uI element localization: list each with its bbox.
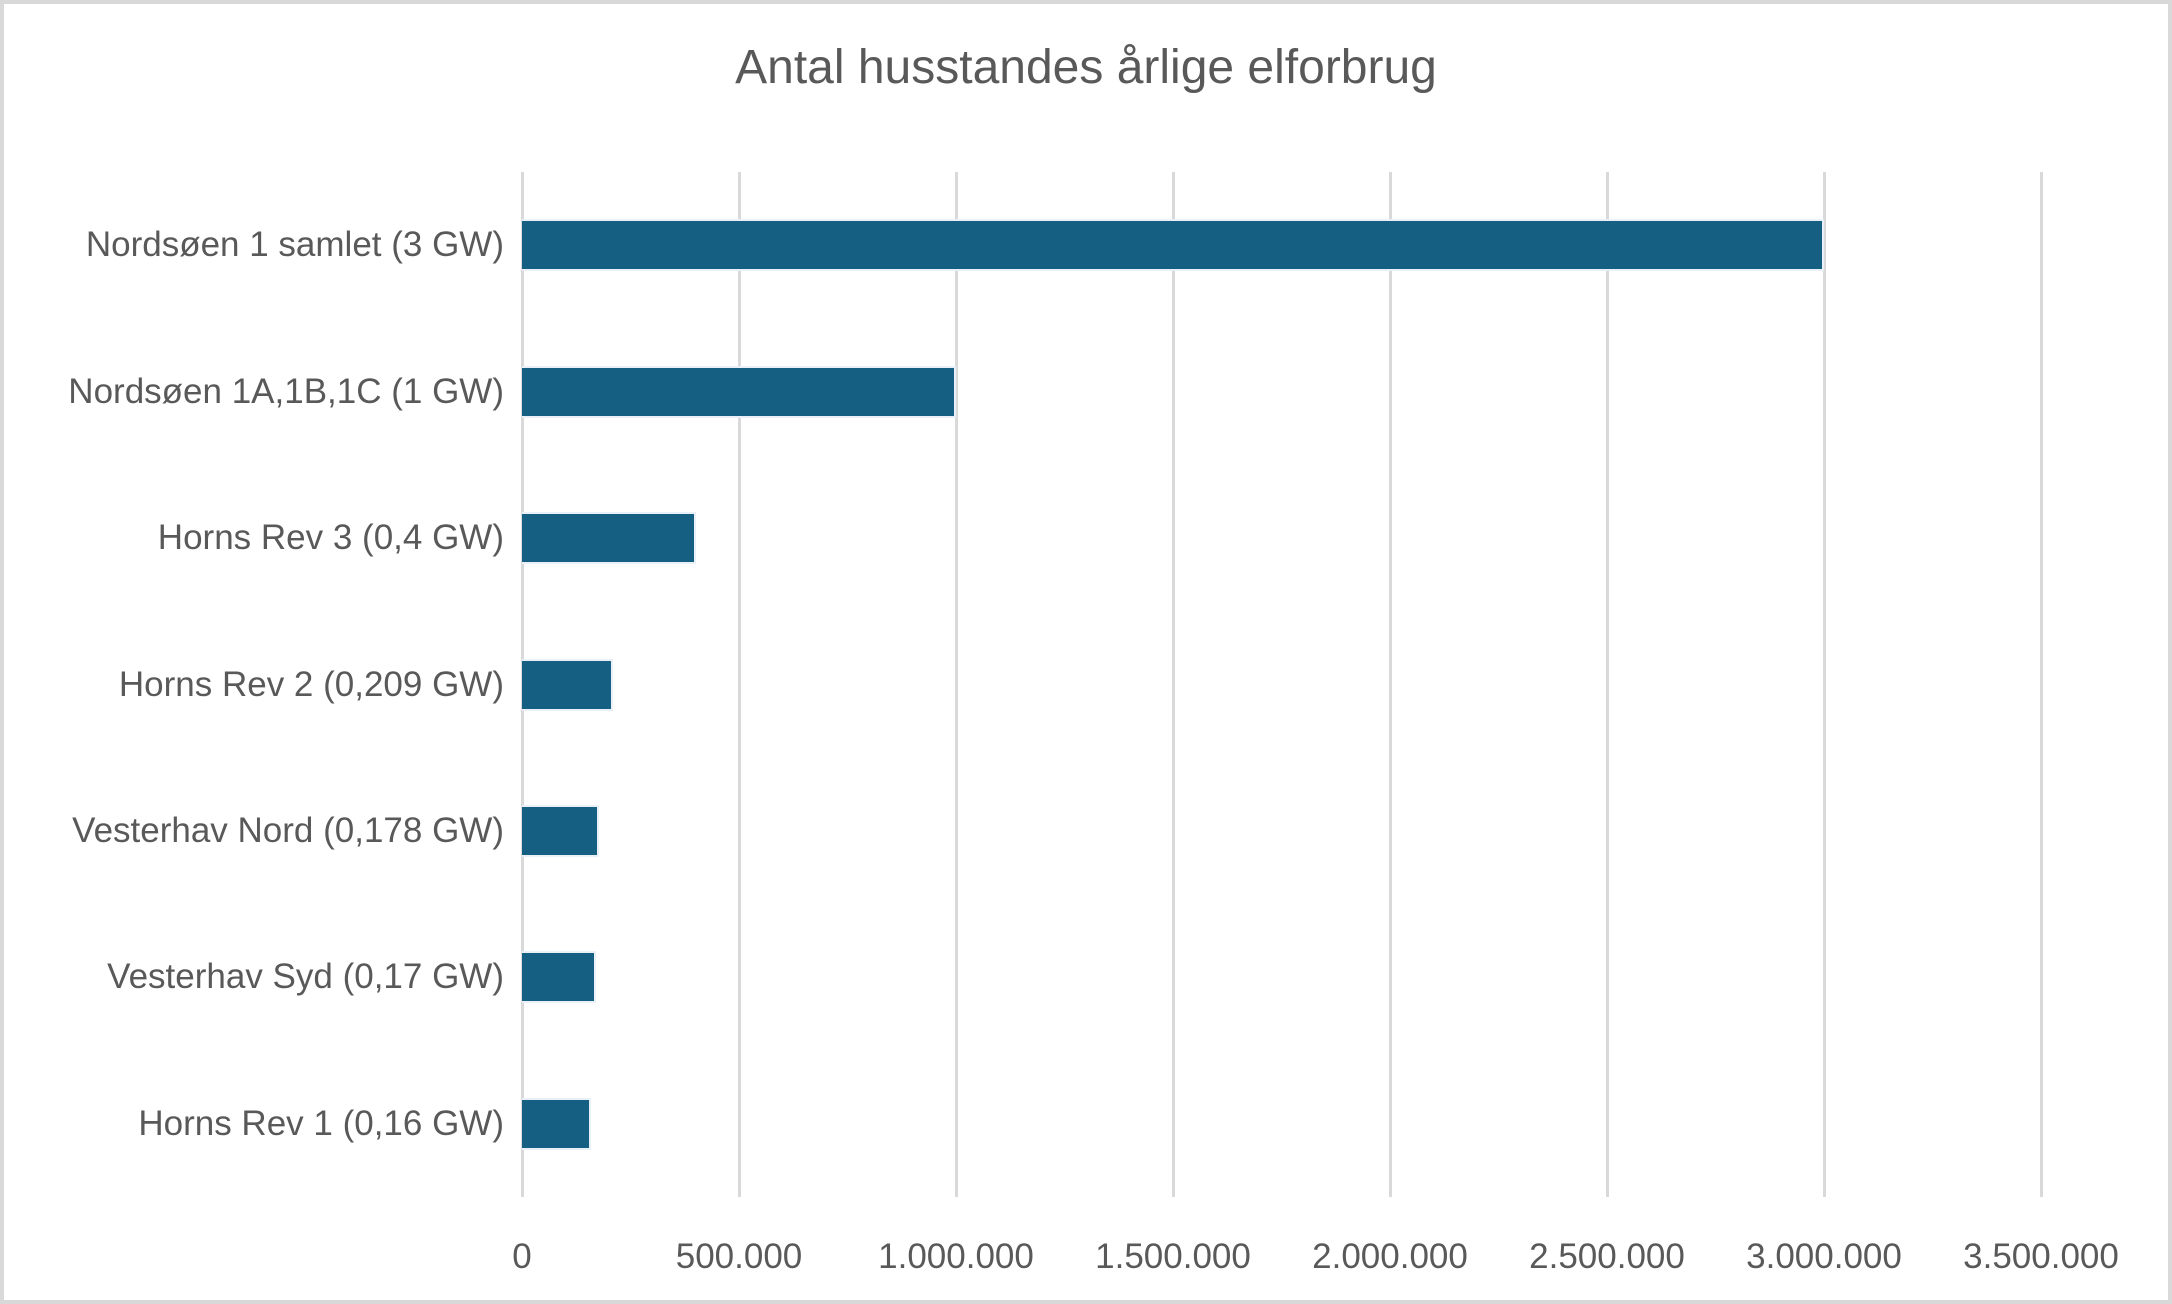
x-tick-label: 0 bbox=[512, 1237, 532, 1276]
chart-title: Antal husstandes årlige elforbrug bbox=[735, 41, 1437, 94]
bar bbox=[522, 512, 696, 565]
x-tick-label: 3.000.000 bbox=[1746, 1237, 1902, 1276]
x-tick-label: 3.500.000 bbox=[1963, 1237, 2119, 1276]
gridline bbox=[954, 172, 958, 1197]
bar bbox=[522, 365, 956, 418]
bar bbox=[522, 1097, 592, 1150]
gridline bbox=[1171, 172, 1175, 1197]
gridline bbox=[737, 172, 741, 1197]
x-tick-label: 2.500.000 bbox=[1529, 1237, 1685, 1276]
bar bbox=[522, 658, 613, 711]
category-label: Horns Rev 2 (0,209 GW) bbox=[118, 664, 504, 704]
gridline bbox=[1822, 172, 1826, 1197]
bar bbox=[522, 804, 600, 857]
category-label: Vesterhav Syd (0,17 GW) bbox=[107, 957, 504, 997]
category-label: Nordsøen 1A,1B,1C (1 GW) bbox=[68, 371, 504, 411]
bar bbox=[522, 219, 1824, 272]
plot-area: 0 500.000 1.000.000 1.500.000 2.000.000 2.500… bbox=[68, 172, 2119, 1276]
x-tick-label: 1.000.000 bbox=[878, 1237, 1034, 1276]
category-label: Vesterhav Nord (0,178 GW) bbox=[72, 810, 504, 850]
x-tick-label: 2.000.000 bbox=[1312, 1237, 1468, 1276]
category-label: Nordsøen 1 samlet (3 GW) bbox=[85, 225, 504, 265]
gridline bbox=[1605, 172, 1609, 1197]
gridline bbox=[1388, 172, 1392, 1197]
category-label: Horns Rev 1 (0,16 GW) bbox=[138, 1103, 504, 1143]
bar bbox=[522, 951, 596, 1004]
category-label: Horns Rev 3 (0,4 GW) bbox=[157, 518, 504, 558]
gridline bbox=[2039, 172, 2043, 1197]
x-tick-label: 1.500.000 bbox=[1095, 1237, 1251, 1276]
x-tick-label: 500.000 bbox=[675, 1237, 803, 1276]
